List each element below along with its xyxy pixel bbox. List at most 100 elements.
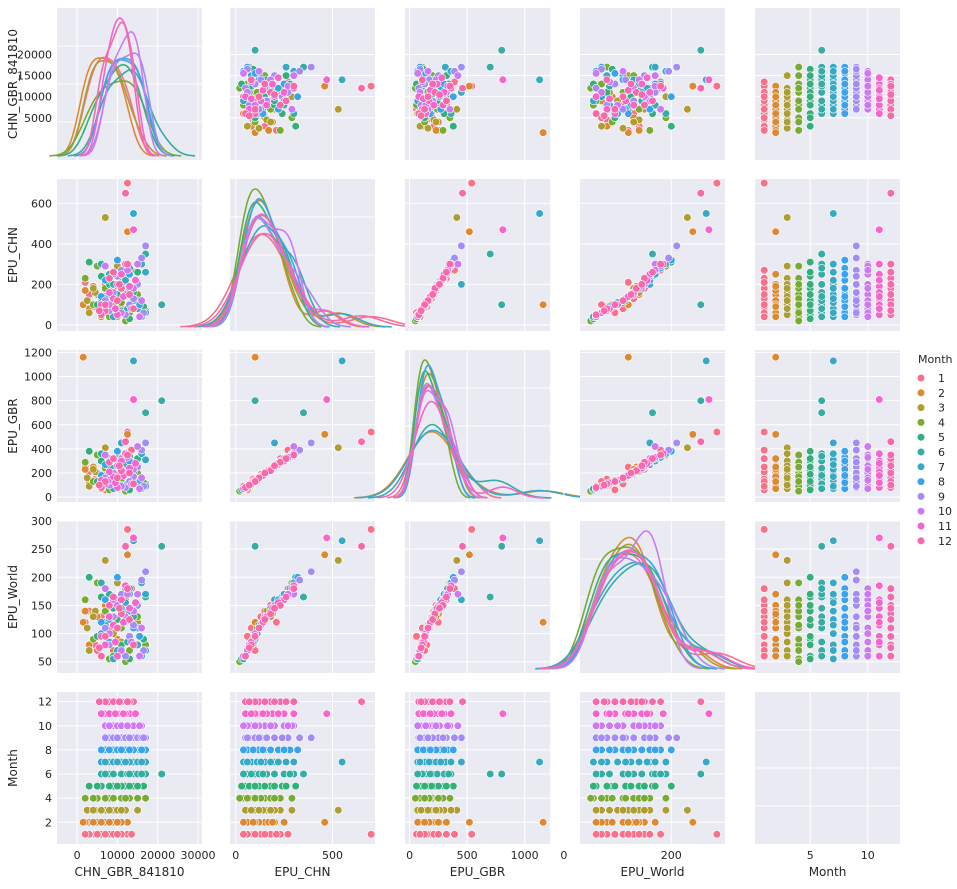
kde-curve-month-11 [81, 17, 156, 157]
scatter-point [450, 830, 459, 839]
scatter-point [688, 818, 697, 827]
x-tick-label: 0 [406, 849, 413, 862]
scatter-point [712, 830, 722, 839]
scatter-point [840, 447, 849, 456]
scatter-point [254, 124, 264, 133]
scatter-point [863, 637, 872, 647]
scatter-point [282, 697, 291, 706]
scatter-point [817, 484, 826, 493]
scatter-point [783, 284, 792, 293]
scatter-point [446, 806, 456, 815]
scatter-point [806, 485, 815, 495]
scatter-point [458, 84, 467, 93]
legend-entry: 6 [938, 446, 945, 459]
scatter-point [696, 84, 705, 93]
panel-background [755, 521, 900, 673]
y-tick-label: 5000 [24, 112, 52, 125]
scatter-point [115, 461, 124, 470]
scatter-point [121, 189, 130, 198]
scatter-point [852, 612, 861, 621]
scatter-point [863, 300, 872, 309]
scatter-point [771, 590, 780, 599]
scatter-point [863, 81, 872, 91]
scatter-point [760, 482, 769, 491]
y-tick-label: 150 [31, 599, 52, 612]
scatter-point [453, 260, 463, 269]
scatter-point [101, 623, 110, 633]
scatter-point [852, 438, 861, 448]
scatter-point [783, 88, 792, 97]
scatter-point [886, 450, 895, 460]
scatter-point [95, 306, 104, 315]
scatter-point [656, 769, 665, 779]
scatter-point [113, 256, 122, 265]
scatter-point [651, 781, 660, 791]
scatter-point [829, 460, 838, 469]
scatter-point [771, 651, 780, 661]
kde-curve-month-10 [554, 530, 702, 670]
scatter-point [863, 453, 872, 462]
scatter-point [829, 105, 838, 114]
scatter-point [428, 290, 437, 299]
scatter-point [412, 781, 421, 791]
scatter-point [436, 757, 445, 767]
scatter-point [367, 830, 376, 839]
scatter-point [117, 806, 126, 815]
scatter-point [81, 830, 90, 839]
scatter-point [875, 533, 884, 543]
scatter-point [334, 806, 343, 815]
scatter-point [637, 280, 646, 289]
scatter-point [276, 458, 285, 467]
scatter-point [123, 697, 132, 706]
scatter-point [624, 353, 633, 362]
legend-entry: 5 [938, 431, 945, 444]
scatter-point [109, 592, 118, 602]
scatter-point [89, 806, 98, 815]
scatter-point [251, 632, 260, 641]
scatter-point [771, 609, 780, 619]
scatter-point [783, 213, 792, 222]
scatter-point [113, 830, 122, 839]
scatter-point [289, 584, 298, 593]
scatter-point [886, 189, 895, 198]
scatter-point [886, 437, 895, 446]
scatter-point [81, 595, 90, 604]
scatter-point [307, 567, 316, 576]
scatter-point [597, 757, 606, 767]
scatter-point [260, 697, 269, 706]
scatter-point [497, 46, 506, 55]
scatter-point [129, 304, 138, 313]
scatter-point [141, 455, 150, 464]
scatter-point [875, 471, 884, 480]
scatter-point [651, 442, 660, 451]
scatter-point [651, 71, 660, 80]
scatter-point [817, 408, 826, 417]
scatter-point [85, 447, 94, 456]
scatter-point [282, 757, 291, 767]
y-tick-label: 50 [38, 656, 52, 669]
scatter-point [438, 733, 448, 742]
scatter-point [806, 601, 815, 610]
scatter-point [125, 604, 134, 613]
scatter-point [642, 757, 652, 767]
legend-marker [916, 536, 926, 545]
scatter-point [105, 274, 114, 283]
scatter-point [417, 697, 426, 706]
scatter-point [886, 615, 895, 624]
scatter-point [840, 456, 849, 466]
legend-marker [916, 507, 926, 516]
scatter-point [105, 612, 114, 621]
scatter-point [794, 450, 803, 460]
scatter-point [688, 81, 697, 91]
scatter-point [683, 806, 692, 815]
scatter-point [258, 745, 268, 755]
scatter-point [278, 733, 287, 742]
scatter-point [863, 442, 872, 451]
scatter-point [783, 304, 792, 313]
scatter-point [413, 69, 422, 78]
panel-1-1 [180, 179, 435, 331]
scatter-point [125, 733, 134, 742]
scatter-point [417, 806, 426, 815]
scatter-point [262, 733, 271, 742]
scatter-point [783, 556, 792, 565]
